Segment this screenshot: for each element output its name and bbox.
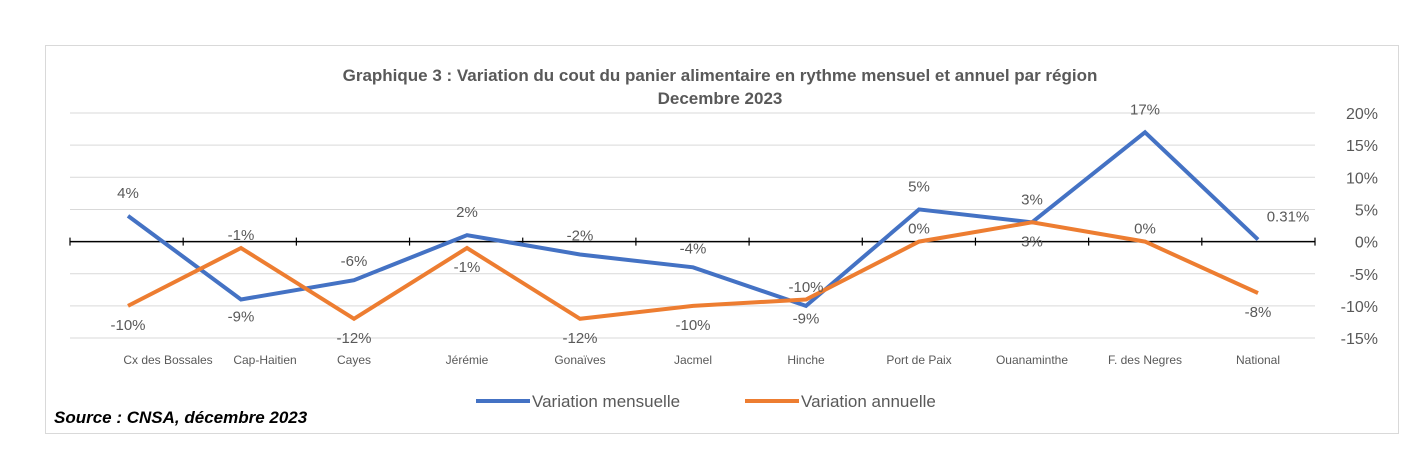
x-tick-label: Cx des Bossales [123,353,212,367]
chart-frame [45,45,1399,434]
data-label: -1% [228,227,255,244]
x-tick-label: Cayes [337,353,371,367]
data-label: 4% [117,185,139,202]
series-line-mensuelle [126,129,1260,309]
chart-title: Graphique 3 : Variation du cout du panie… [343,66,1098,85]
data-label: -9% [793,310,820,327]
series-line-annuelle [127,220,1259,322]
data-label: 17% [1130,101,1160,118]
chart-subtitle: Decembre 2023 [658,89,783,108]
y-tick-label: -15% [1341,331,1378,348]
y-tick-label: 0% [1355,235,1378,252]
x-tick-label: Jacmel [674,353,712,367]
source-note: Source : CNSA, décembre 2023 [54,408,308,427]
data-label: -12% [562,330,597,347]
x-tick-label: National [1236,353,1280,367]
x-tick-label: Ouanaminthe [996,353,1068,367]
data-label: -8% [1245,304,1272,321]
data-label: 3% [1021,233,1043,250]
x-tick-label: Cap-Haitien [233,353,296,367]
data-label: -12% [336,330,371,347]
y-tick-label: 5% [1355,202,1378,219]
data-label: 0.31% [1267,209,1310,226]
y-tick-label: 10% [1346,170,1378,187]
data-label: -6% [341,253,368,270]
x-tick-label: Hinche [787,353,825,367]
y-tick-label: 15% [1346,138,1378,155]
data-label: -10% [788,279,823,296]
legend-mensuelle: Variation mensuelle [532,392,680,411]
x-tick-label: Port de Paix [886,353,951,367]
data-label: -2% [567,227,594,244]
data-label: 3% [1021,191,1043,208]
legend: Variation mensuelle Variation annuelle [476,392,936,411]
data-label: -4% [680,240,707,257]
data-label: -9% [228,308,255,325]
x-tick-label: Gonaïves [554,353,605,367]
y-tick-label: -5% [1350,267,1378,284]
data-label: 0% [1134,221,1156,238]
data-label: -10% [110,317,145,334]
data-label: 0% [908,221,930,238]
legend-annuelle: Variation annuelle [801,392,936,411]
y-tick-label: 20% [1346,106,1378,123]
data-label: -1% [454,259,481,276]
y-tick-label: -10% [1341,299,1378,316]
data-label: 5% [908,178,930,195]
data-label: -10% [675,317,710,334]
data-label: 2% [456,204,478,221]
x-tick-label: F. des Negres [1108,353,1182,367]
x-tick-label: Jérémie [446,353,489,367]
